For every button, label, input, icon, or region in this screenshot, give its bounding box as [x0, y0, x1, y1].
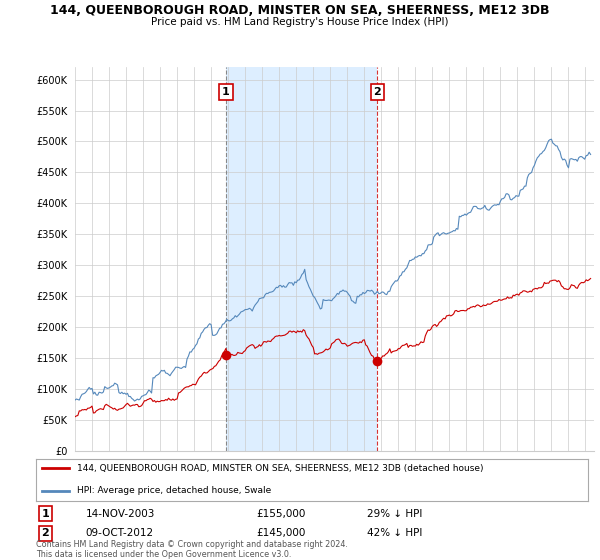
Text: 09-OCT-2012: 09-OCT-2012: [86, 528, 154, 538]
Text: 144, QUEENBOROUGH ROAD, MINSTER ON SEA, SHEERNESS, ME12 3DB: 144, QUEENBOROUGH ROAD, MINSTER ON SEA, …: [50, 4, 550, 17]
Text: Contains HM Land Registry data © Crown copyright and database right 2024.
This d: Contains HM Land Registry data © Crown c…: [36, 540, 348, 559]
Text: 29% ↓ HPI: 29% ↓ HPI: [367, 508, 422, 519]
Text: HPI: Average price, detached house, Swale: HPI: Average price, detached house, Swal…: [77, 486, 272, 495]
Text: Price paid vs. HM Land Registry's House Price Index (HPI): Price paid vs. HM Land Registry's House …: [151, 17, 449, 27]
Text: £145,000: £145,000: [257, 528, 306, 538]
Text: 14-NOV-2003: 14-NOV-2003: [86, 508, 155, 519]
Text: 144, QUEENBOROUGH ROAD, MINSTER ON SEA, SHEERNESS, ME12 3DB (detached house): 144, QUEENBOROUGH ROAD, MINSTER ON SEA, …: [77, 464, 484, 473]
Text: 2: 2: [374, 87, 381, 97]
Text: 42% ↓ HPI: 42% ↓ HPI: [367, 528, 422, 538]
Text: £155,000: £155,000: [257, 508, 306, 519]
Text: 1: 1: [222, 87, 230, 97]
Text: 1: 1: [41, 508, 49, 519]
Text: 2: 2: [41, 528, 49, 538]
Bar: [226, 67, 377, 451]
